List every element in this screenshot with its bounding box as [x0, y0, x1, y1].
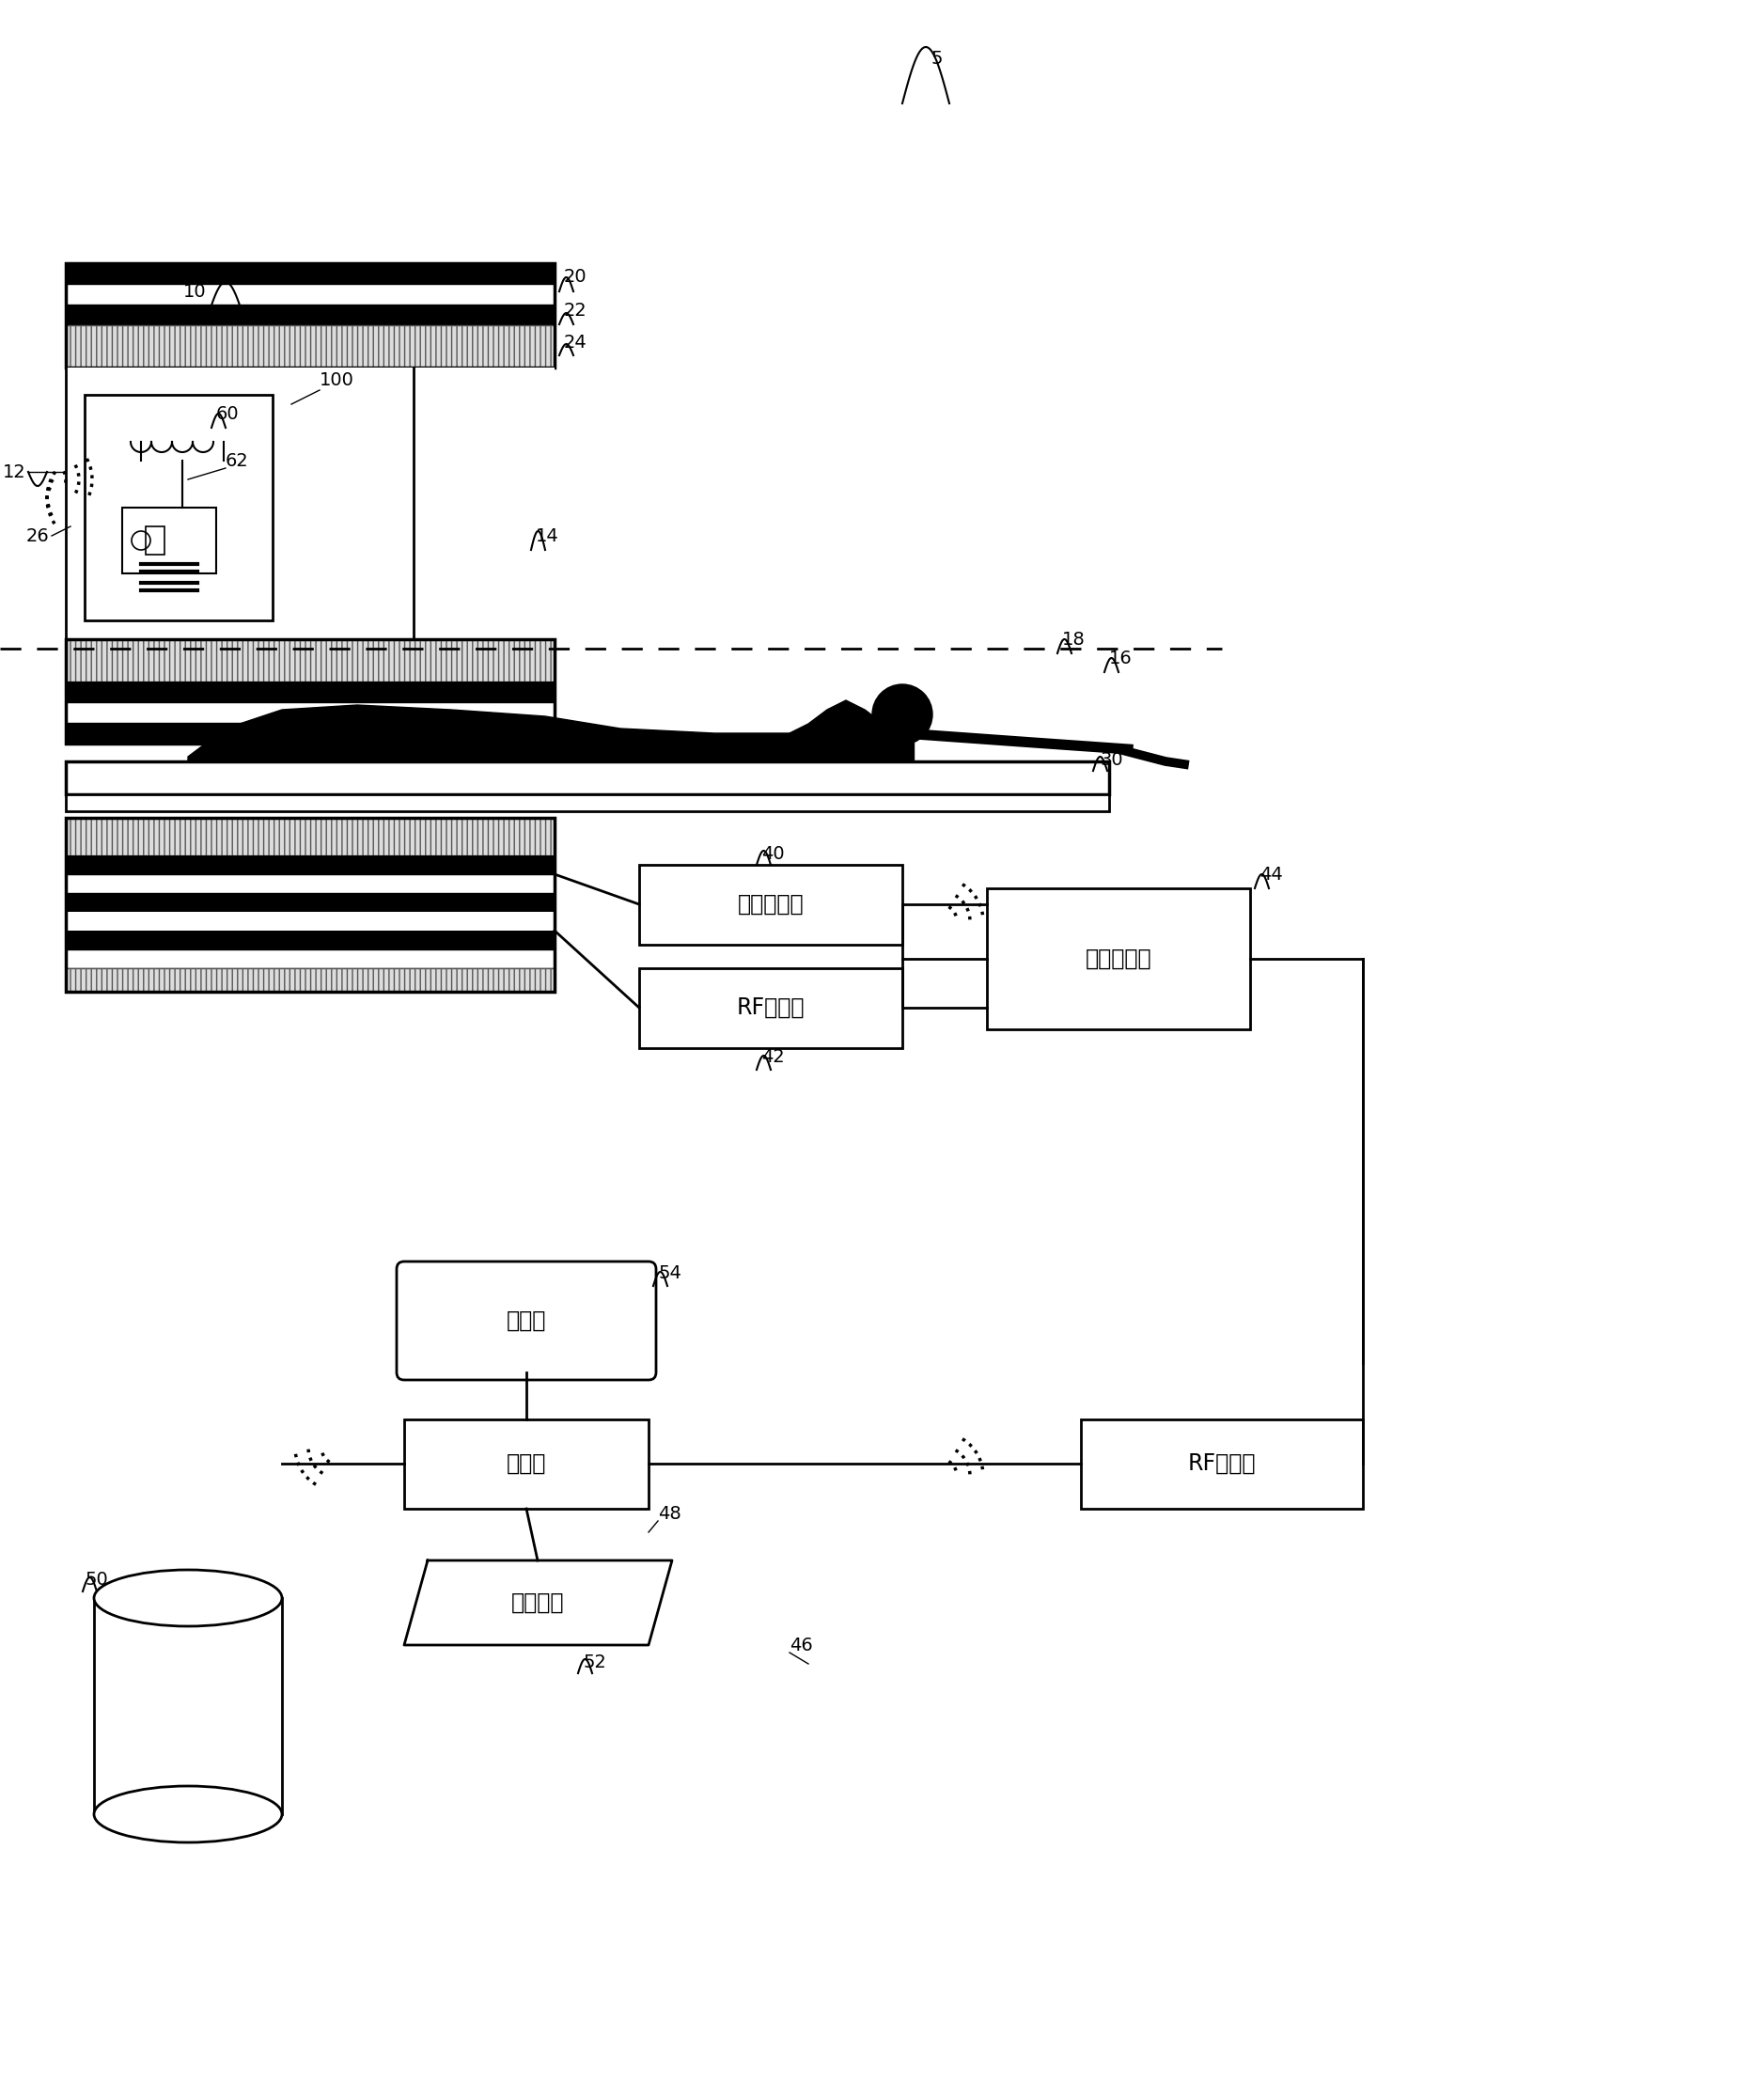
- Bar: [67, 855, 555, 874]
- Bar: [95, 1598, 280, 1814]
- Text: 22: 22: [564, 300, 587, 319]
- Text: 20: 20: [564, 269, 587, 286]
- Bar: [67, 722, 555, 743]
- Text: 44: 44: [1260, 865, 1282, 884]
- Bar: [986, 888, 1251, 1029]
- Bar: [67, 638, 555, 682]
- Text: 46: 46: [790, 1636, 813, 1655]
- Bar: [67, 911, 555, 930]
- Text: 5: 5: [930, 50, 943, 67]
- Text: 10: 10: [184, 284, 207, 300]
- Bar: [67, 794, 1109, 811]
- Bar: [67, 874, 555, 892]
- Bar: [67, 304, 555, 326]
- Polygon shape: [790, 699, 902, 762]
- Text: 监视器: 监视器: [506, 1310, 547, 1331]
- Bar: [639, 865, 902, 945]
- Text: 24: 24: [564, 334, 587, 353]
- Text: 42: 42: [762, 1048, 785, 1067]
- Text: 输入设备: 输入设备: [512, 1592, 564, 1615]
- Bar: [67, 949, 555, 968]
- Text: 18: 18: [1062, 630, 1086, 649]
- Bar: [67, 368, 555, 638]
- Bar: [67, 326, 555, 367]
- FancyBboxPatch shape: [396, 1262, 655, 1380]
- Text: 16: 16: [1109, 649, 1132, 668]
- Polygon shape: [405, 1560, 673, 1644]
- Bar: [1081, 1420, 1363, 1508]
- Bar: [67, 930, 555, 949]
- Text: RF发射器: RF发射器: [736, 995, 804, 1018]
- Bar: [67, 817, 555, 991]
- Circle shape: [872, 685, 932, 746]
- Text: 48: 48: [659, 1504, 682, 1522]
- Text: 54: 54: [659, 1264, 682, 1283]
- Bar: [67, 284, 555, 304]
- Bar: [67, 284, 555, 304]
- Bar: [67, 762, 1109, 794]
- Text: 14: 14: [536, 527, 559, 544]
- Bar: [67, 262, 555, 368]
- Bar: [67, 949, 555, 968]
- Bar: [67, 638, 555, 743]
- Bar: [67, 817, 555, 855]
- Bar: [123, 508, 215, 573]
- Ellipse shape: [95, 1785, 282, 1842]
- Text: 40: 40: [762, 844, 785, 863]
- Text: 60: 60: [215, 405, 240, 422]
- Polygon shape: [187, 706, 846, 762]
- Bar: [67, 968, 555, 991]
- Text: 52: 52: [583, 1653, 606, 1672]
- Bar: [67, 262, 555, 284]
- Polygon shape: [892, 739, 913, 760]
- Text: 重建器: 重建器: [506, 1453, 547, 1474]
- Text: 序列控制器: 序列控制器: [1084, 947, 1151, 970]
- Bar: [84, 395, 273, 620]
- Bar: [67, 874, 555, 892]
- Bar: [405, 1420, 648, 1508]
- Text: 100: 100: [319, 372, 354, 391]
- Bar: [67, 892, 555, 911]
- Bar: [67, 701, 555, 722]
- Text: 梯度控制器: 梯度控制器: [738, 892, 804, 916]
- Text: 26: 26: [26, 527, 49, 544]
- Text: 30: 30: [1100, 750, 1123, 769]
- Text: RF接收器: RF接收器: [1188, 1453, 1256, 1474]
- Ellipse shape: [95, 1571, 282, 1625]
- Text: 50: 50: [84, 1571, 109, 1588]
- Bar: [145, 527, 165, 554]
- Bar: [67, 683, 555, 701]
- Bar: [67, 701, 555, 722]
- Text: 62: 62: [226, 452, 249, 470]
- Bar: [639, 968, 902, 1048]
- Text: 12: 12: [4, 462, 26, 481]
